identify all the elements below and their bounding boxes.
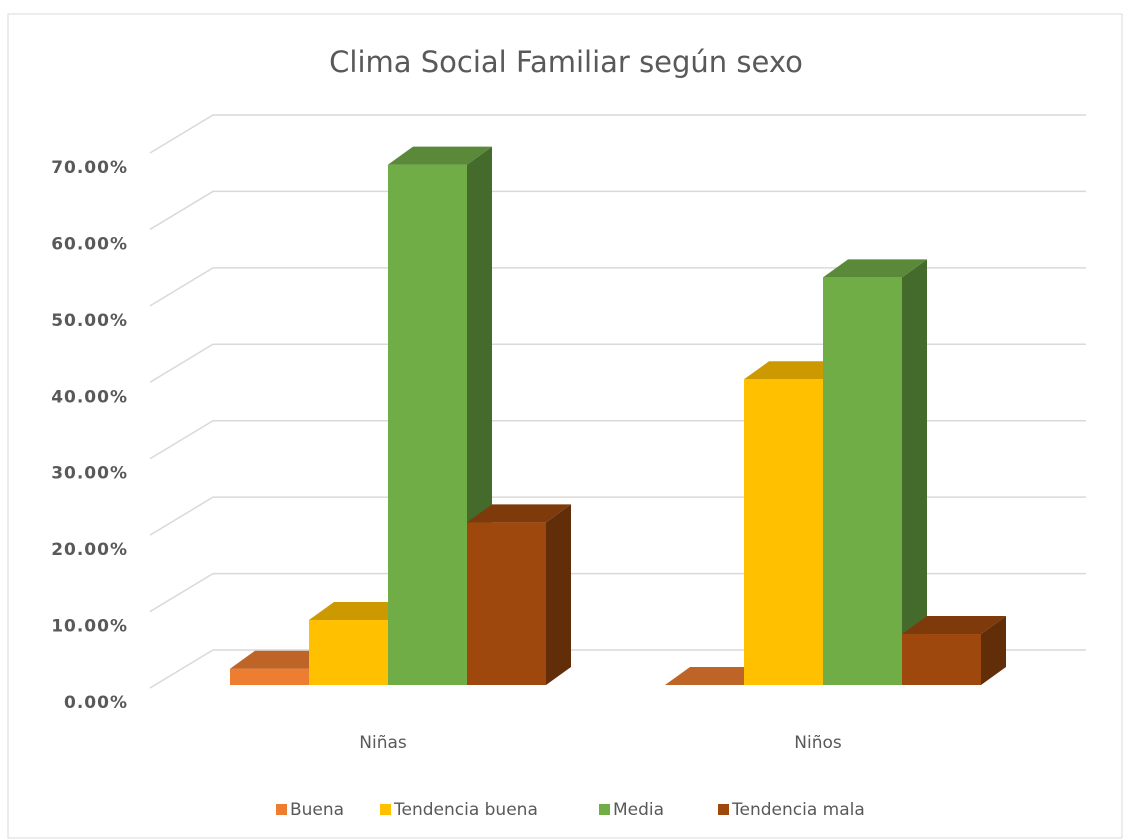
chart-title: Clima Social Familiar según sexo [329,45,803,79]
legend-label: Tendencia buena [393,800,538,820]
bar-top [902,616,1006,635]
legend-label: Media [613,800,664,820]
grid-line [149,114,1086,154]
bar-top [665,667,769,685]
bar [467,522,546,685]
y-tick-label: 50.00% [51,311,128,331]
legend-label: Buena [290,800,344,820]
legend-swatch [276,804,287,815]
legend-swatch [380,804,391,815]
legend-swatch [599,804,610,815]
y-tick-label: 30.00% [51,464,128,484]
y-tick-label: 10.00% [51,617,128,637]
chart-border [7,13,1123,839]
y-tick-label: 70.00% [51,158,128,178]
grid-line [149,267,1086,307]
bar [902,634,981,685]
grid-line [149,190,1086,231]
y-tick-label: 0.00% [64,693,128,713]
bar-side [546,504,571,685]
legend-label: Tendencia mala [731,800,865,820]
y-tick-label: 60.00% [51,234,128,254]
bar-top [230,650,334,669]
bar-side [981,616,1006,685]
bar-side [902,259,927,685]
y-tick-label: 20.00% [51,540,128,560]
bar [309,619,388,685]
bar [823,277,902,685]
bar [388,164,467,686]
x-tick-label: Niñas [359,733,407,753]
bar-top [467,504,571,523]
bar-top [823,259,927,278]
bar-top [388,146,492,165]
x-tick-label: Niños [794,733,842,753]
y-tick-label: 40.00% [51,387,128,407]
grid-line [149,343,1086,383]
legend-swatch [718,804,729,815]
bar-top [744,361,848,380]
bar [744,379,823,685]
bar-top [309,601,413,620]
bar [230,668,309,685]
